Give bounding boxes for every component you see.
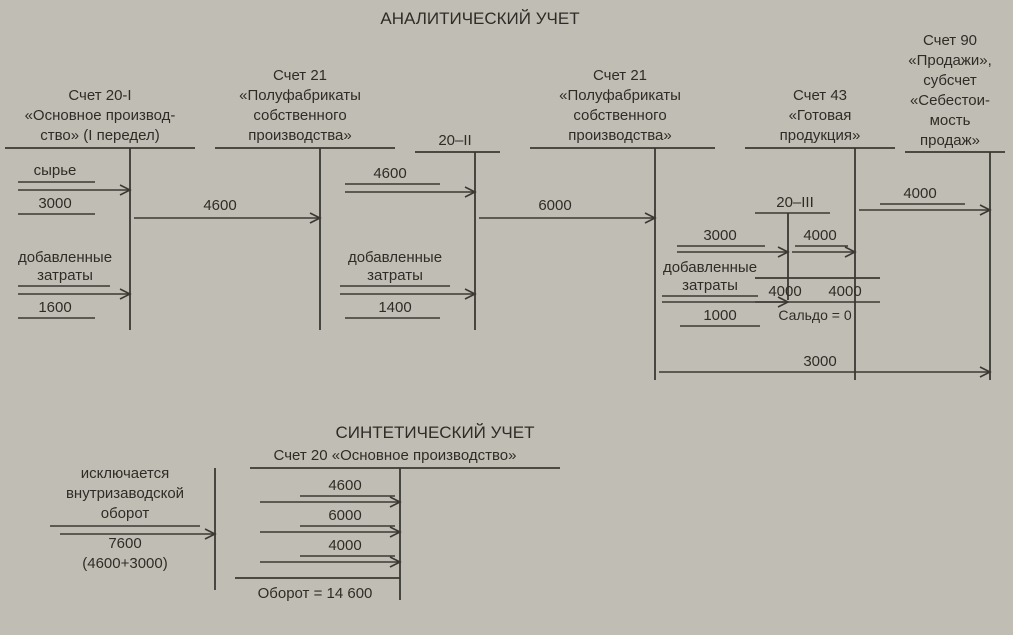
title-synthetic: СИНТЕТИЧЕСКИЙ УЧЕТ [336, 423, 535, 442]
acct-21a-l3: собственного [253, 107, 346, 124]
acct-43-l3: продукция» [780, 127, 861, 144]
acct-21a-l4: производства» [248, 127, 351, 144]
num-4000d: 4000 [903, 185, 936, 202]
num-3000a: 3000 [38, 195, 71, 212]
num-4600-out: 4600 [203, 197, 236, 214]
lbl-balance0: Сальдо = 0 [778, 307, 851, 323]
acct-90-l5: мость [930, 112, 971, 129]
acct-20-1-l1: Счет 20-I [68, 87, 131, 104]
num-3000c: 3000 [803, 353, 836, 370]
acct-20-2: 20–II [438, 132, 471, 149]
lbl-raw: сырье [34, 162, 77, 179]
lbl-turnover: Оборот = 14 600 [258, 585, 373, 602]
acct-90-l4: «Себестои- [910, 92, 990, 109]
acct-21b-l2: «Полуфабрикаты [559, 87, 681, 104]
acct-90-l3: субсчет [923, 72, 977, 89]
acct-21a-l1: Счет 21 [273, 67, 327, 84]
num-4000b: 4000 [768, 283, 801, 300]
acct-21b-l3: собственного [573, 107, 666, 124]
lbl-costs1: затраты [37, 267, 93, 284]
lbl-added1: добавленные [18, 249, 112, 266]
lbl-added2: добавленные [348, 249, 442, 266]
syn-4600: 4600 [328, 477, 361, 494]
lbl-costs2: затраты [367, 267, 423, 284]
num-1400: 1400 [378, 299, 411, 316]
num-4600-in: 4600 [373, 165, 406, 182]
num-7600: 7600 [108, 535, 141, 552]
acct-20-1-l3: ство» (I передел) [40, 127, 160, 144]
lbl-added3: добавленные [663, 259, 757, 276]
acct-43-l1: Счет 43 [793, 87, 847, 104]
acct-90-l1: Счет 90 [923, 32, 977, 49]
acct-20-1-l2: «Основное производ- [25, 107, 176, 124]
num-7600-paren: (4600+3000) [82, 555, 168, 572]
num-6000: 6000 [538, 197, 571, 214]
title-analytic: АНАЛИТИЧЕСКИЙ УЧЕТ [380, 9, 579, 28]
lbl-excl1: исключается [81, 465, 170, 482]
acct-90-l2: «Продажи», [908, 52, 992, 69]
num-4000a: 4000 [803, 227, 836, 244]
lbl-excl2: внутризаводской [66, 485, 184, 502]
acct-21b-l1: Счет 21 [593, 67, 647, 84]
num-1000: 1000 [703, 307, 736, 324]
acct-90-l6: продаж» [920, 132, 980, 149]
syn-6000: 6000 [328, 507, 361, 524]
syn-4000: 4000 [328, 537, 361, 554]
lbl-excl3: оборот [101, 505, 150, 522]
acct-43-l2: «Готовая [789, 107, 852, 124]
acct-21a-l2: «Полуфабрикаты [239, 87, 361, 104]
acct-20-3: 20–III [776, 194, 814, 211]
num-4000c: 4000 [828, 283, 861, 300]
num-3000b: 3000 [703, 227, 736, 244]
num-1600: 1600 [38, 299, 71, 316]
acct-s20: Счет 20 «Основное производство» [274, 447, 517, 464]
lbl-costs3: затраты [682, 277, 738, 294]
acct-21b-l4: производства» [568, 127, 671, 144]
canvas-bg [0, 0, 1013, 635]
